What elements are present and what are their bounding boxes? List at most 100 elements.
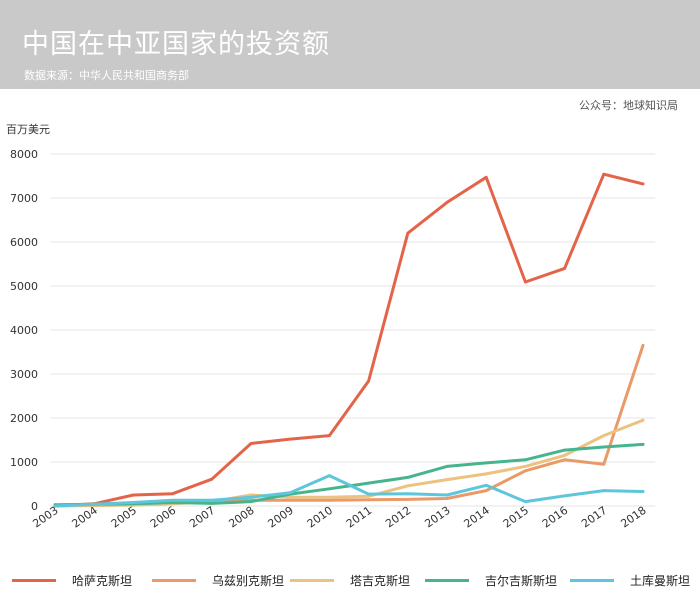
legend-swatch [570, 579, 614, 582]
data-point [484, 461, 488, 465]
legend-item: 吉尔吉斯斯坦 [425, 572, 557, 589]
chart-subtitle: 数据来源：中华人民共和国商务部 [24, 69, 189, 82]
x-tick-label: 2018 [618, 504, 648, 531]
legend-label: 塔吉克斯坦 [350, 574, 411, 588]
x-tick-label: 2009 [266, 504, 296, 531]
data-point [524, 280, 527, 284]
data-point [328, 474, 331, 478]
data-point [210, 477, 214, 481]
data-point [249, 500, 253, 503]
legend-swatch [425, 579, 469, 582]
data-point [602, 445, 606, 449]
data-point [524, 500, 527, 503]
x-tick-label: 2004 [70, 504, 100, 531]
y-tick-label: 4000 [10, 324, 38, 337]
x-tick-label: 2008 [226, 504, 256, 531]
legend-swatch [12, 579, 56, 582]
data-point [328, 498, 331, 502]
data-point [563, 267, 566, 270]
series-line [53, 172, 645, 508]
header-banner: 中国在中亚国家的投资额 数据来源：中华人民共和国商务部 [0, 0, 700, 89]
y-tick-label: 8000 [10, 148, 38, 161]
data-point [484, 483, 488, 487]
data-point [563, 448, 566, 452]
series-line [53, 474, 645, 508]
x-tick-label: 2016 [540, 504, 570, 531]
data-point [445, 201, 449, 204]
data-point [602, 172, 606, 176]
legend-item: 塔吉克斯坦 [290, 572, 410, 589]
x-tick-label: 2015 [501, 504, 531, 531]
data-point [171, 498, 175, 502]
legend-label: 哈萨克斯坦 [72, 574, 133, 588]
data-point [249, 442, 253, 445]
data-point [367, 481, 370, 485]
data-point [445, 478, 449, 481]
data-point [249, 495, 253, 499]
chart-legend: 哈萨克斯坦 乌兹别克斯坦 塔吉克斯坦 吉尔吉斯斯坦 土库曼斯坦 [0, 568, 700, 598]
x-tick-label: 2005 [109, 504, 139, 531]
data-point [641, 182, 645, 186]
series-line [53, 343, 645, 508]
data-point [367, 492, 370, 496]
data-point [445, 493, 449, 497]
data-point [484, 472, 488, 476]
y-tick-label: 2000 [10, 412, 38, 425]
x-tick-label: 2007 [187, 504, 217, 531]
data-point [328, 495, 331, 499]
data-point [484, 175, 488, 179]
legend-item: 土库曼斯坦 [570, 572, 690, 589]
data-point [288, 491, 292, 495]
data-point [445, 465, 449, 468]
data-point [367, 498, 370, 502]
legend-label: 吉尔吉斯斯坦 [485, 574, 558, 588]
y-tick-label: 0 [31, 500, 38, 513]
data-point [563, 458, 566, 462]
x-tick-label: 2014 [462, 504, 492, 531]
data-point [406, 484, 410, 488]
data-point [92, 502, 96, 506]
data-point [171, 492, 175, 496]
source-note: 公众号：地球知识局 [579, 99, 678, 112]
legend-label: 乌兹别克斯坦 [212, 574, 285, 588]
data-point [602, 489, 606, 492]
data-point [602, 434, 606, 437]
data-point [563, 494, 566, 498]
data-point [602, 462, 606, 466]
data-point [132, 501, 135, 504]
x-tick-label: 2006 [148, 504, 178, 531]
legend-swatch [290, 579, 334, 582]
legend-item: 哈萨克斯坦 [12, 572, 132, 589]
data-point [132, 493, 135, 497]
x-tick-label: 2011 [344, 504, 374, 531]
data-point [524, 465, 527, 468]
y-tick-label: 3000 [10, 368, 38, 381]
chart-title: 中国在中亚国家的投资额 [22, 29, 330, 60]
y-tick-label: 1000 [10, 456, 38, 469]
x-tick-label: 2012 [383, 504, 413, 531]
data-point [641, 490, 645, 493]
data-point [484, 489, 488, 492]
data-point [210, 501, 214, 505]
x-tick-label: 2013 [422, 504, 452, 531]
data-point [288, 437, 292, 441]
data-point [367, 494, 370, 498]
data-point [524, 469, 527, 473]
data-point [563, 454, 566, 457]
data-point [53, 504, 57, 508]
data-point [641, 344, 645, 347]
data-point [445, 497, 449, 500]
y-axis-label: 百万美元 [6, 123, 50, 136]
legend-swatch [152, 579, 196, 582]
y-tick-label: 7000 [10, 192, 38, 205]
data-point [288, 495, 292, 499]
data-point [328, 487, 331, 491]
y-tick-label: 6000 [10, 236, 38, 249]
data-point [367, 379, 370, 383]
data-point [406, 231, 410, 235]
data-point [210, 498, 214, 502]
data-point [641, 418, 645, 422]
data-point [406, 492, 410, 496]
x-tick-label: 2010 [305, 504, 335, 531]
